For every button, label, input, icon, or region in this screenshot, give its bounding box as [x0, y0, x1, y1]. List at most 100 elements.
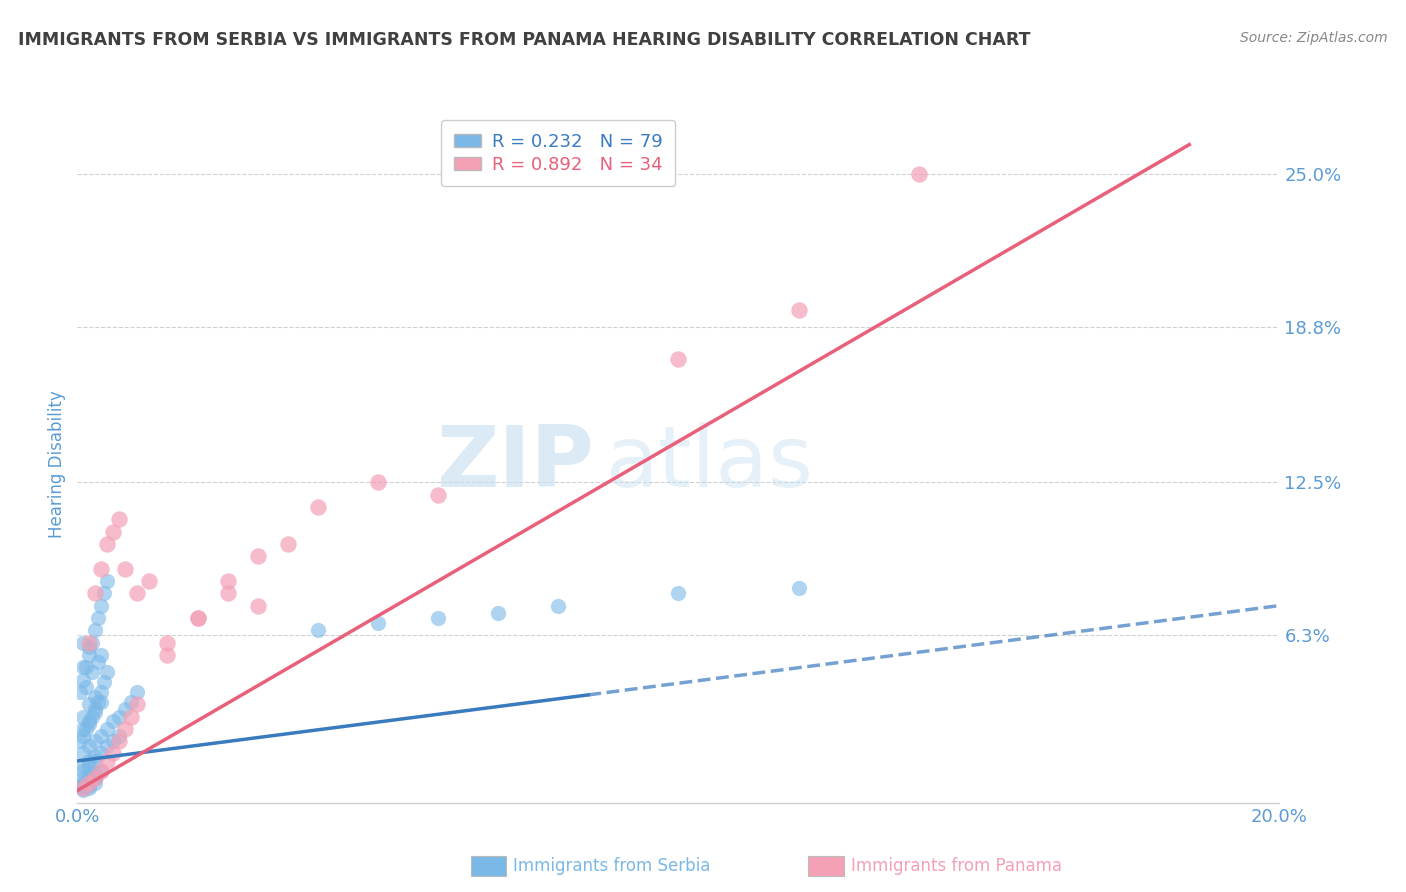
Point	[87, 655, 110, 669]
Point	[84, 624, 107, 638]
Point	[103, 747, 125, 761]
Point	[82, 665, 104, 680]
Point	[668, 586, 690, 600]
Point	[79, 717, 101, 731]
Point	[96, 722, 118, 736]
Point	[90, 747, 112, 761]
Point	[246, 599, 269, 613]
Point	[96, 574, 118, 588]
Text: IMMIGRANTS FROM SERBIA VS IMMIGRANTS FROM PANAMA HEARING DISABILITY CORRELATION : IMMIGRANTS FROM SERBIA VS IMMIGRANTS FRO…	[18, 31, 1031, 49]
Point	[93, 675, 115, 690]
Point	[84, 702, 107, 716]
Point	[72, 673, 94, 687]
Point	[90, 561, 112, 575]
Text: atlas: atlas	[606, 422, 814, 506]
Point	[90, 764, 112, 778]
Point	[84, 769, 107, 783]
Point	[79, 773, 101, 788]
Point	[138, 574, 160, 588]
Legend: R = 0.232   N = 79, R = 0.892   N = 34: R = 0.232 N = 79, R = 0.892 N = 34	[441, 120, 675, 186]
Point	[79, 769, 101, 783]
Point	[75, 680, 97, 694]
Point	[79, 780, 101, 795]
Point	[90, 729, 112, 743]
Point	[120, 695, 142, 709]
Point	[84, 690, 107, 704]
Point	[72, 759, 94, 773]
Point	[87, 695, 110, 709]
Point	[93, 586, 115, 600]
Point	[84, 586, 107, 600]
Point	[96, 537, 118, 551]
Point	[307, 624, 329, 638]
Point	[79, 697, 101, 711]
Point	[84, 748, 107, 763]
Point	[90, 695, 112, 709]
Point	[72, 709, 94, 723]
Text: Immigrants from Serbia: Immigrants from Serbia	[513, 857, 710, 875]
Point	[186, 611, 209, 625]
Point	[72, 779, 94, 793]
Point	[96, 739, 118, 753]
Point	[114, 702, 136, 716]
Point	[72, 635, 94, 649]
Point	[114, 722, 136, 736]
Point	[427, 611, 450, 625]
Point	[108, 734, 131, 748]
Point	[277, 537, 299, 551]
Point	[127, 697, 149, 711]
Point	[84, 705, 107, 719]
Point	[156, 648, 179, 662]
Point	[69, 734, 91, 748]
Point	[96, 754, 118, 768]
Point	[72, 771, 94, 785]
Point	[72, 776, 94, 790]
Point	[84, 776, 107, 790]
Point	[72, 660, 94, 674]
Point	[84, 771, 107, 785]
Point	[79, 739, 101, 753]
Point	[69, 685, 91, 699]
Point	[367, 475, 389, 490]
Point	[79, 648, 101, 662]
Text: ZIP: ZIP	[436, 422, 595, 506]
Point	[246, 549, 269, 564]
Point	[84, 734, 107, 748]
Point	[908, 167, 931, 181]
Point	[79, 635, 101, 649]
Point	[79, 776, 101, 790]
Point	[787, 302, 810, 317]
Point	[72, 747, 94, 761]
Point	[75, 722, 97, 736]
Point	[217, 586, 239, 600]
Point	[82, 635, 104, 649]
Point	[108, 512, 131, 526]
Point	[84, 771, 107, 785]
Point	[79, 754, 101, 768]
Text: Immigrants from Panama: Immigrants from Panama	[851, 857, 1062, 875]
Point	[72, 722, 94, 736]
Y-axis label: Hearing Disability: Hearing Disability	[48, 390, 66, 538]
Point	[114, 561, 136, 575]
Point	[84, 754, 107, 768]
Point	[96, 665, 118, 680]
Point	[75, 660, 97, 674]
Point	[120, 709, 142, 723]
Point	[79, 640, 101, 655]
Point	[103, 714, 125, 729]
Text: Source: ZipAtlas.com: Source: ZipAtlas.com	[1240, 31, 1388, 45]
Point	[367, 615, 389, 630]
Point	[486, 606, 509, 620]
Point	[103, 734, 125, 748]
Point	[72, 764, 94, 778]
Point	[90, 764, 112, 778]
Point	[217, 574, 239, 588]
Point	[90, 685, 112, 699]
Point	[127, 685, 149, 699]
Point	[787, 582, 810, 596]
Point	[72, 780, 94, 795]
Point	[127, 586, 149, 600]
Point	[72, 780, 94, 795]
Point	[79, 776, 101, 790]
Point	[90, 599, 112, 613]
